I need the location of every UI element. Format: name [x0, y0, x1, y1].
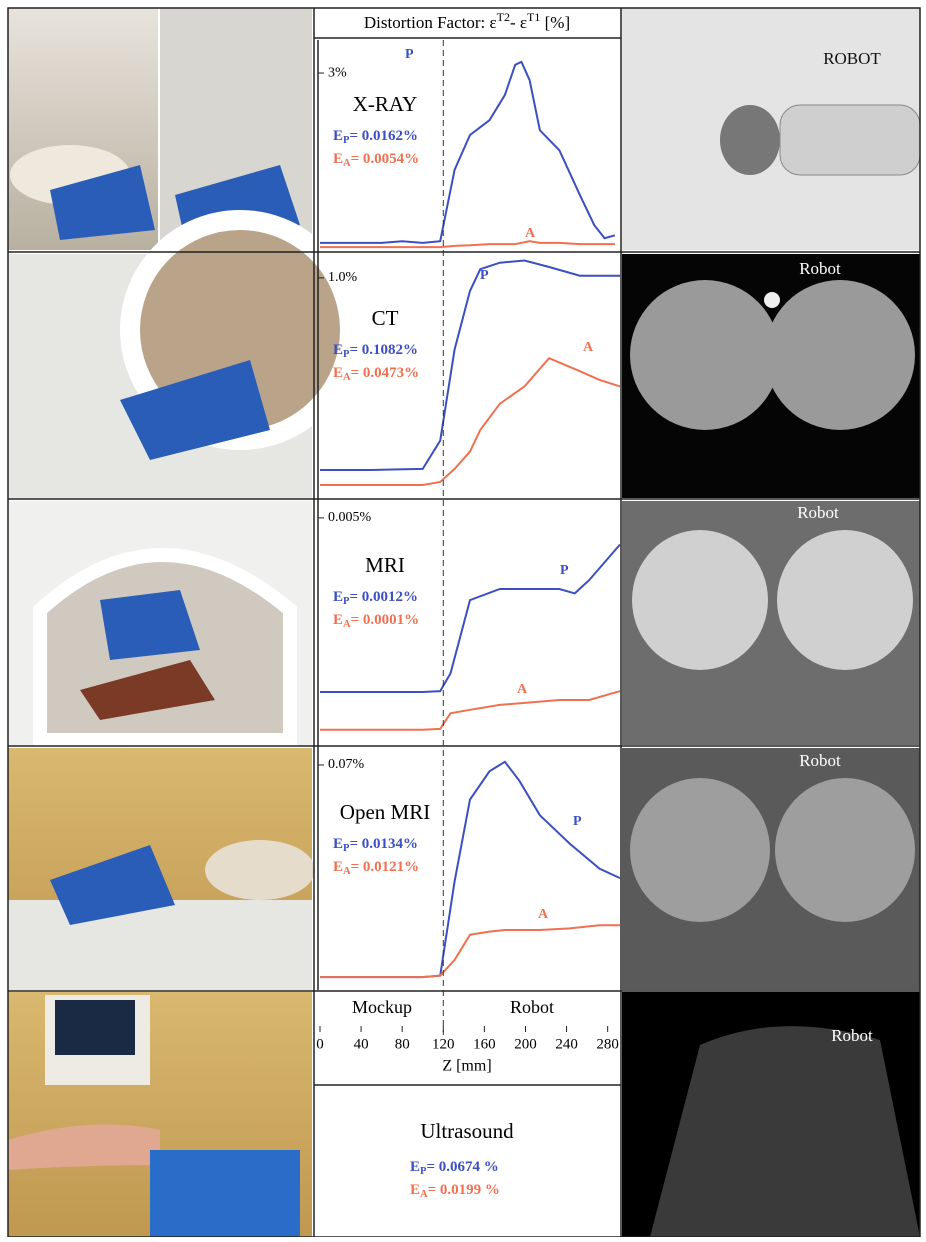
- ultrasound-screen: [55, 1000, 135, 1055]
- metric-text: = 0.1082%: [349, 342, 418, 358]
- metric-symbol: E: [333, 151, 343, 167]
- phantom-shadow: [720, 105, 780, 175]
- series-label: A: [538, 907, 549, 922]
- x-tick-label: 200: [514, 1036, 537, 1052]
- table: [8, 900, 312, 990]
- region-label: Robot: [510, 997, 554, 1017]
- header-sup: T2: [497, 10, 510, 24]
- figure: Distortion Factor: εT2- εT1 [%] 3% X-RAY P…: [0, 0, 926, 1237]
- x-tick-label: 120: [432, 1036, 455, 1052]
- metric-symbol: E: [410, 1159, 420, 1175]
- phantom: [777, 530, 913, 670]
- x-tick-label: 40: [354, 1036, 369, 1052]
- metric-symbol: E: [333, 342, 343, 358]
- y-tick-label: 3%: [328, 65, 347, 80]
- robot-marker: [764, 292, 780, 308]
- header-sup: T1: [527, 10, 540, 24]
- x-tick-label: 280: [596, 1036, 619, 1052]
- series-label: P: [480, 268, 489, 283]
- metric: EP= 0.0162%: [333, 128, 418, 146]
- panel-title: CT: [372, 306, 399, 330]
- x-tick-label: 160: [473, 1036, 496, 1052]
- x-tick-label: 240: [555, 1036, 578, 1052]
- scan-label: Robot: [831, 1026, 873, 1045]
- series-label: A: [525, 226, 536, 241]
- metric-text: = 0.0199 %: [428, 1182, 500, 1198]
- panel-title: Open MRI: [340, 800, 430, 824]
- y-tick-label: 0.07%: [328, 757, 365, 772]
- phantom: [630, 778, 770, 922]
- series-label: P: [573, 814, 582, 829]
- header-text: - ε: [510, 13, 527, 32]
- metric-text: = 0.0134%: [349, 836, 418, 852]
- x-axis-label: Z [mm]: [442, 1058, 491, 1075]
- metric: EA= 0.0054%: [333, 151, 419, 169]
- series-label: A: [583, 340, 594, 355]
- x-tick-label: 80: [395, 1036, 410, 1052]
- metric: EP= 0.0674 %: [410, 1159, 499, 1177]
- panel-title: Ultrasound: [420, 1119, 514, 1143]
- robot-shadow: [780, 105, 920, 175]
- photos: [8, 8, 350, 1237]
- phantom: [630, 280, 780, 430]
- series-label: P: [560, 563, 569, 578]
- header: Distortion Factor: εT2- εT1 [%]: [364, 10, 570, 32]
- page: {"header": {"parts": ["Distortion Factor…: [0, 0, 926, 1242]
- metric-text: = 0.0012%: [349, 589, 418, 605]
- metric: EA= 0.0121%: [333, 859, 419, 877]
- metric-symbol: E: [410, 1182, 420, 1198]
- scan-label: Robot: [797, 503, 839, 522]
- metric-text: = 0.0121%: [351, 859, 420, 875]
- phantom: [775, 778, 915, 922]
- metric-text: = 0.0054%: [351, 151, 420, 167]
- series-label: A: [517, 682, 528, 697]
- metric-symbol: E: [333, 365, 343, 381]
- x-tick-label: 0: [316, 1036, 324, 1052]
- scan-label: ROBOT: [823, 49, 881, 68]
- metric: EP= 0.0012%: [333, 589, 418, 607]
- y-tick-label: 0.005%: [328, 510, 372, 525]
- header-text: Distortion Factor: ε: [364, 13, 497, 32]
- metric-symbol: E: [333, 589, 343, 605]
- metric-text: = 0.0674 %: [426, 1159, 498, 1175]
- scans: [622, 8, 920, 1237]
- y-tick-label: 1.0%: [328, 270, 358, 285]
- panel-title: X-RAY: [353, 92, 418, 116]
- metric-text: = 0.0473%: [351, 365, 420, 381]
- metric-text: = 0.0162%: [349, 128, 418, 144]
- phantom: [765, 280, 915, 430]
- series-line: [320, 691, 620, 730]
- phantom: [632, 530, 768, 670]
- panel-title: MRI: [365, 553, 405, 577]
- metric-symbol: E: [333, 612, 343, 628]
- phantom: [205, 840, 315, 900]
- series-label: P: [405, 47, 414, 62]
- robot-shape: [150, 1150, 300, 1237]
- scan-label: Robot: [799, 259, 841, 278]
- series-line: [320, 925, 620, 977]
- metric: EA= 0.0001%: [333, 612, 419, 630]
- region-label: Mockup: [352, 997, 412, 1017]
- metric-text: = 0.0001%: [351, 612, 420, 628]
- header-text: [%]: [540, 13, 570, 32]
- metric: EP= 0.0134%: [333, 836, 418, 854]
- scan-label: Robot: [799, 751, 841, 770]
- metric: EA= 0.0199 %: [410, 1182, 500, 1200]
- metric-symbol: E: [333, 836, 343, 852]
- metric-symbol: E: [333, 859, 343, 875]
- metric-symbol: E: [333, 128, 343, 144]
